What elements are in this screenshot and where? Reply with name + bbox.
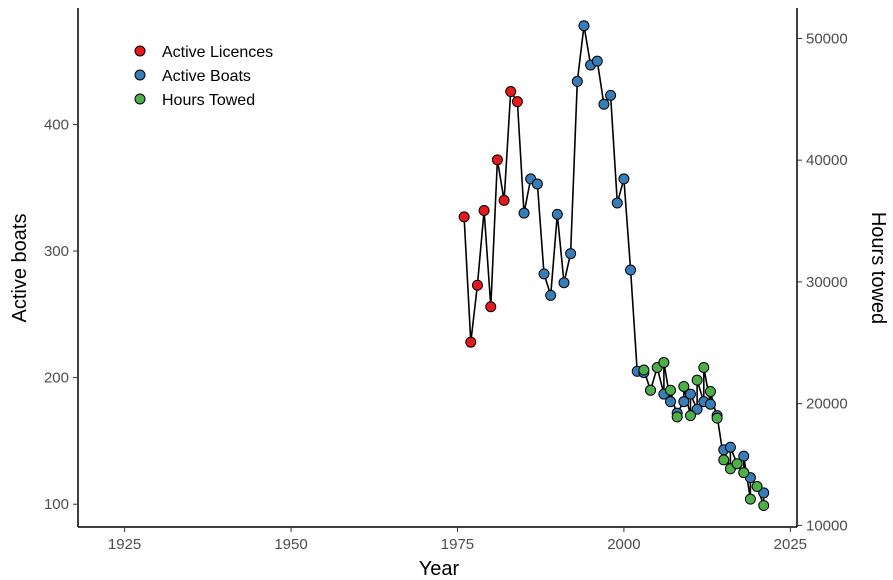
- active-boats-point: [691, 403, 703, 415]
- hours-towed-point: [691, 374, 703, 386]
- active-licences-point: [498, 194, 510, 206]
- active-boats-point: [551, 208, 563, 220]
- legend-label-active-boats: Active Boats: [162, 68, 251, 85]
- hours-towed-point: [751, 480, 763, 492]
- legend-marker-active-licences: [134, 45, 146, 57]
- active-boats-point: [618, 173, 630, 185]
- x-tick-label: 1975: [441, 536, 474, 553]
- axes: 1925 1950 1975 2000 2025 100 200 300 400 10000 200…: [44, 8, 848, 553]
- active-boats-point: [625, 264, 637, 276]
- active-boats-point: [578, 20, 590, 32]
- y-right-tick-label: 40000: [806, 152, 848, 169]
- legend: Active Licences Active Boats Hours Towed: [134, 44, 273, 109]
- active-licences-point: [491, 154, 503, 166]
- legend-label-hours-towed: Hours Towed: [162, 92, 255, 109]
- legend-marker-hours-towed: [134, 93, 146, 105]
- hours-towed-point: [645, 384, 657, 396]
- active-boats-point: [538, 268, 550, 280]
- active-boats-point: [591, 55, 603, 67]
- active-boats-point: [571, 75, 583, 87]
- y-right-tick-label: 50000: [806, 30, 848, 47]
- active-boats-point: [558, 277, 570, 289]
- active-boats-point: [738, 450, 750, 462]
- hours-towed-point: [684, 410, 696, 422]
- hours-towed-point: [711, 412, 723, 424]
- x-tick-label: 1925: [108, 536, 141, 553]
- hours-towed-point: [738, 467, 750, 479]
- hours-towed-point: [698, 362, 710, 374]
- active-boats-point: [598, 98, 610, 110]
- y-right-tick-label: 20000: [806, 396, 848, 413]
- hours-towed-point: [658, 356, 670, 368]
- active-boats-point: [605, 89, 617, 101]
- y-axis-title-right: Hours towed: [867, 212, 889, 324]
- hours-towed-point: [718, 454, 730, 466]
- hours-towed-point: [744, 493, 756, 505]
- active-licences-point: [478, 205, 490, 217]
- active-licences-point: [511, 96, 523, 108]
- hours-towed-point: [638, 364, 650, 376]
- active-licences-point: [485, 301, 497, 313]
- y-right-tick-label: 10000: [806, 517, 848, 534]
- x-axis-title: Year: [419, 558, 460, 580]
- active-licences-point: [505, 86, 517, 98]
- y-right-tick-label: 30000: [806, 274, 848, 291]
- active-boats-point: [545, 289, 557, 301]
- x-tick-label: 2025: [774, 536, 807, 553]
- hours-towed-point: [731, 458, 743, 470]
- active-boats-point: [665, 396, 677, 408]
- points-layer: [458, 20, 770, 511]
- legend-marker-active-boats: [134, 69, 146, 81]
- active-licences-point: [458, 211, 470, 223]
- hours-towed-point: [704, 386, 716, 398]
- active-licences-point: [465, 336, 477, 348]
- y-left-tick-label: 100: [44, 496, 69, 513]
- active-licences-point: [471, 279, 483, 291]
- x-tick-label: 1950: [274, 536, 307, 553]
- active-boats-point: [518, 207, 530, 219]
- active-boats-point: [758, 487, 770, 499]
- hours-towed-point: [678, 380, 690, 392]
- active-boats-point: [565, 248, 577, 260]
- hours-towed-point: [665, 384, 677, 396]
- active-boats-point: [704, 398, 716, 410]
- active-boats-point: [531, 178, 543, 190]
- active-boats-point: [611, 197, 623, 209]
- x-tick-label: 2000: [607, 536, 640, 553]
- legend-label-active-licences: Active Licences: [162, 44, 273, 61]
- y-left-tick-label: 400: [44, 116, 69, 133]
- hours-towed-point: [671, 411, 683, 423]
- hours-towed-point: [758, 499, 770, 511]
- active-boats-point: [678, 396, 690, 408]
- active-boats-point: [724, 441, 736, 453]
- active-boats-point: [684, 388, 696, 400]
- y-left-tick-label: 300: [44, 243, 69, 260]
- y-axis-title-left: Active boats: [9, 214, 31, 323]
- y-left-tick-label: 200: [44, 370, 69, 387]
